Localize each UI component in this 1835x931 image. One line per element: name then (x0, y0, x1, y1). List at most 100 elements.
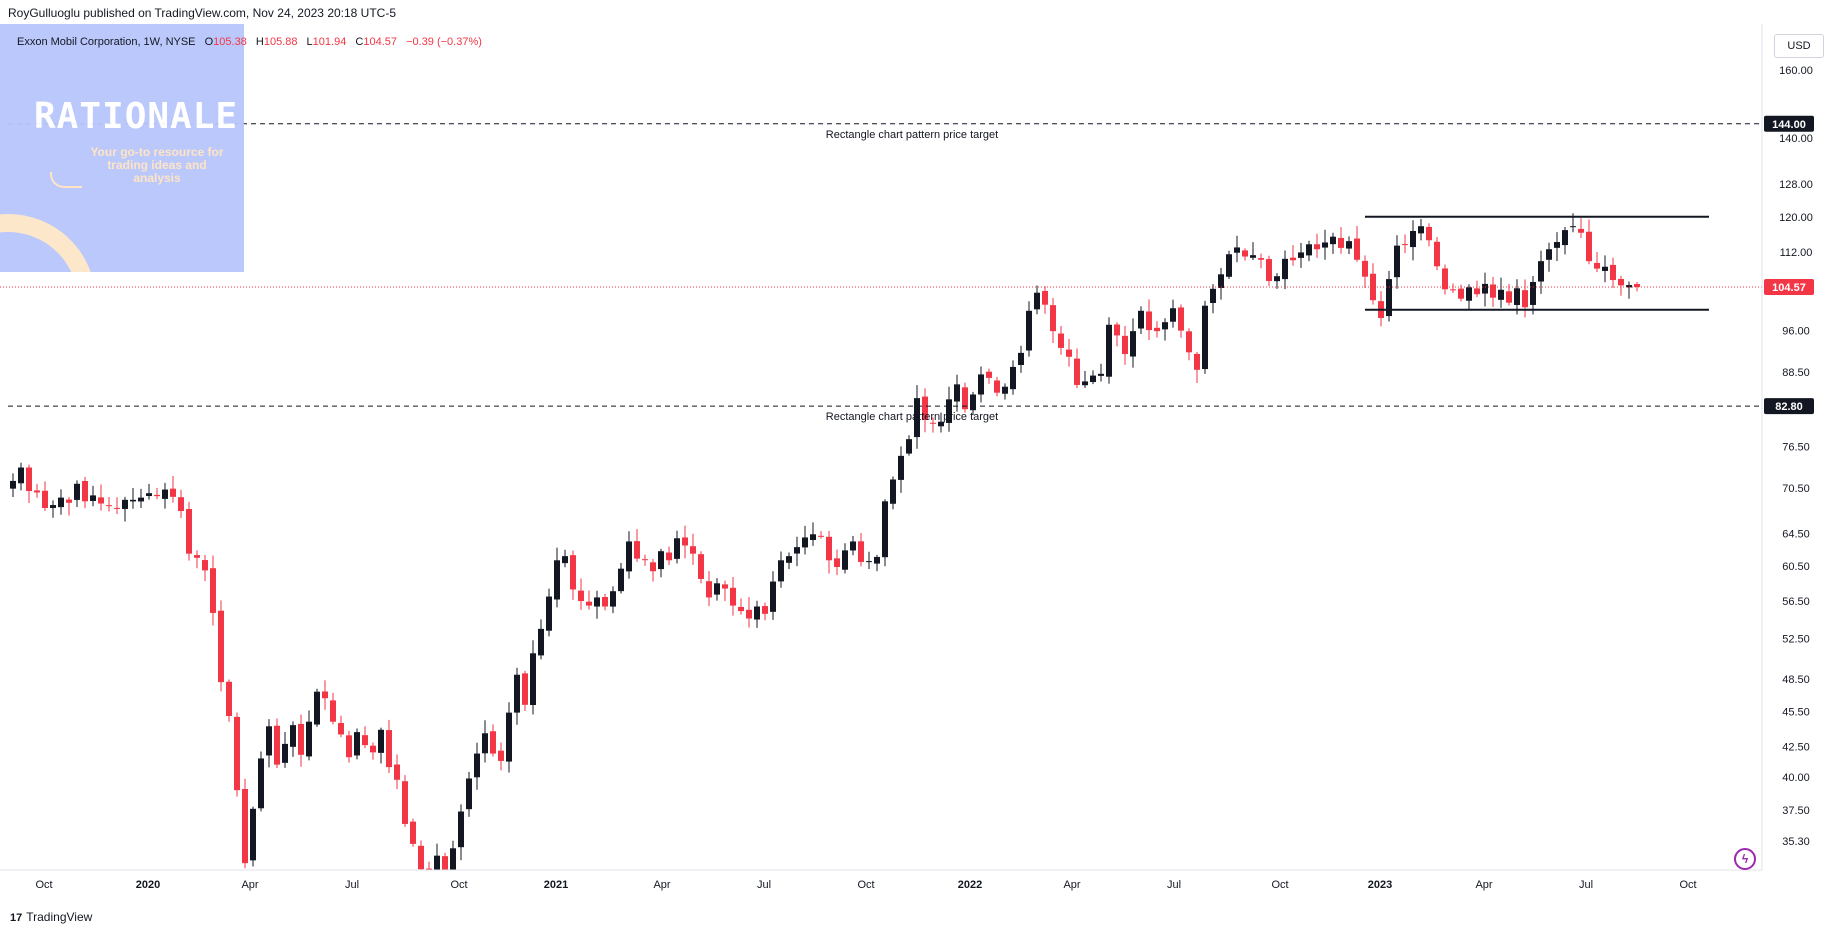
symbol-legend: Exxon Mobil Corporation, 1W, NYSE O105.3… (17, 36, 482, 48)
candle-body (186, 508, 192, 554)
candle-body (394, 764, 400, 780)
candle-body (162, 489, 168, 499)
candle-body (1154, 327, 1160, 332)
candle-body (1426, 226, 1432, 241)
candle-body (714, 583, 720, 595)
candle-body (34, 490, 40, 493)
lightning-icon[interactable]: ϟ (1734, 848, 1756, 870)
currency-button[interactable]: USD (1774, 34, 1824, 58)
candle-body (1098, 373, 1104, 376)
candle-body (938, 421, 944, 427)
time-tick-label: Jul (1167, 879, 1181, 891)
curved-arrow-icon (50, 172, 82, 188)
candle-body (1402, 244, 1408, 246)
candle-body (74, 483, 80, 500)
time-tick-label: 2023 (1368, 879, 1392, 891)
candle-body (1234, 247, 1240, 253)
candle-body (226, 681, 232, 717)
candle-body (130, 499, 136, 502)
price-tick-label: 35.30 (1782, 836, 1810, 848)
candle-body (1362, 260, 1368, 277)
candle-body (490, 731, 496, 754)
candle-body (1330, 236, 1336, 245)
candle-body (722, 584, 728, 589)
candle-body (514, 674, 520, 713)
time-tick-label: Oct (450, 879, 467, 891)
price-tick-label: 37.50 (1782, 805, 1810, 817)
candle-body (66, 499, 72, 503)
candle-body (1442, 268, 1448, 290)
price-chart[interactable]: Rectangle chart pattern price target Rect… (0, 0, 1835, 905)
candle-body (1434, 241, 1440, 267)
candle-body (1498, 289, 1504, 300)
candle-body (1122, 335, 1128, 354)
candle-body (1258, 258, 1264, 260)
candle-body (450, 848, 456, 870)
time-tick-label: Apr (1063, 879, 1080, 891)
candle-body (194, 555, 200, 558)
candle-body (874, 556, 880, 564)
candle-body (1282, 258, 1288, 280)
candle-body (426, 868, 432, 870)
candle-body (826, 536, 832, 561)
candle-body (850, 541, 856, 551)
candle-body (1570, 226, 1576, 228)
candle-body (242, 789, 248, 864)
candle-body (522, 673, 528, 705)
axes: 160.00 140.00 128.00 120.00 112.00 96.00 88.50… (0, 24, 1814, 891)
candle-body (250, 808, 256, 861)
candle-body (1474, 288, 1480, 295)
candle-body (1538, 261, 1544, 282)
candle-body (810, 534, 816, 540)
candle-body (882, 501, 888, 558)
candle-body (114, 507, 120, 509)
price-tick-label: 40.00 (1782, 772, 1810, 784)
time-tick-label: Jul (757, 879, 771, 891)
candle-body (298, 723, 304, 755)
candle-body (906, 439, 912, 454)
time-tick-label: 2020 (136, 879, 160, 891)
time-tick-label: Apr (1475, 879, 1492, 891)
time-tick-label: 2022 (958, 879, 982, 891)
candle-body (170, 488, 176, 497)
publisher-info: RoyGulluoglu published on TradingView.co… (8, 6, 397, 20)
candle-body (466, 778, 472, 810)
candle-body (106, 505, 112, 507)
candle-body (378, 729, 384, 753)
time-tick-label: Oct (1679, 879, 1696, 891)
candle-body (1202, 305, 1208, 370)
change-value: −0.39 (−0.37%) (406, 36, 482, 48)
candle-body (1250, 255, 1256, 258)
candle-body (658, 551, 664, 570)
candle-body (546, 596, 552, 631)
high-label: H (255, 36, 264, 48)
candle-body (1146, 311, 1152, 331)
candle-body (1242, 250, 1248, 257)
candle-body (178, 497, 184, 512)
drawings: Rectangle chart pattern price target Rect… (0, 123, 1762, 423)
candles (10, 213, 1640, 870)
candle-body (610, 591, 616, 607)
price-tick-label: 60.50 (1782, 561, 1810, 573)
candle-body (602, 597, 608, 607)
candle-body (442, 856, 448, 870)
candle-body (258, 758, 264, 809)
price-tick-label: 64.50 (1782, 528, 1810, 540)
candle-body (1058, 333, 1064, 348)
candle-body (578, 590, 584, 602)
candle-body (1018, 352, 1024, 366)
candle-body (690, 546, 696, 554)
open-value: 105.38 (213, 36, 247, 48)
candle-body (290, 725, 296, 747)
price-badge-label: 104.57 (1772, 282, 1806, 294)
candle-body (730, 587, 736, 606)
candle-body (418, 845, 424, 870)
candle-body (1298, 252, 1304, 258)
candle-body (18, 467, 24, 484)
candle-body (1306, 244, 1312, 256)
price-tick-label: 88.50 (1782, 367, 1810, 379)
price-tick-label: 45.50 (1782, 707, 1810, 719)
rationale-watermark: RATIONALE Your go-to resource for tradin… (0, 24, 244, 272)
candle-body (994, 380, 1000, 393)
candle-body (1602, 266, 1608, 271)
